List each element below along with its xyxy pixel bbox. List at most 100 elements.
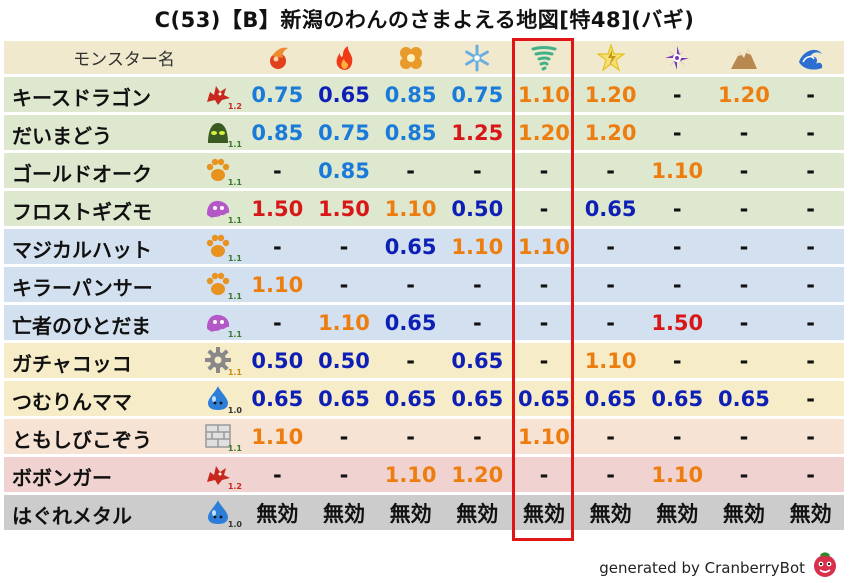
- resistance-value: -: [510, 457, 578, 492]
- earth-mountain-icon: [730, 47, 757, 69]
- resistance-value: -: [377, 343, 444, 378]
- resistance-value: -: [643, 343, 711, 378]
- level-badge: 1.1: [227, 330, 242, 339]
- resistance-value: 1.20: [577, 115, 644, 150]
- table-row: ともしびこぞう 1.1 1.10- - -1.10- - - -: [4, 419, 844, 454]
- table-row: ボボンガー 1.2- -1.10 1.20- -1.10- -: [4, 457, 844, 492]
- resistance-value: 無効: [510, 495, 578, 530]
- table-row: キラーパンサー 1.1 1.10- - - - - - - -: [4, 267, 844, 302]
- page-title: C(53)【B】新潟のわんのさまよえる地図[特48](バギ): [154, 8, 695, 32]
- resistance-value: 無効: [244, 495, 311, 530]
- level-badge: 1.1: [227, 178, 242, 187]
- table-row: ガチャコッコ 1.1 0.50 0.50-0.65-1.10- - -: [4, 343, 844, 378]
- resistance-value: -: [777, 153, 844, 188]
- resistance-value: -: [577, 419, 644, 454]
- resistance-value: -: [377, 267, 444, 302]
- resistance-value: 0.50: [244, 343, 311, 378]
- resistance-value: 1.10: [510, 419, 578, 454]
- column-header-4: [443, 41, 511, 74]
- level-badge: 1.1: [227, 216, 242, 225]
- resistance-value: -: [643, 229, 711, 264]
- resistance-value: -: [510, 267, 578, 302]
- resistance-value: 無効: [443, 495, 511, 530]
- beast-paw-icon: [206, 158, 230, 181]
- monster-name-cell: はぐれメタル 1.0: [4, 495, 244, 530]
- resistance-value: 0.75: [443, 77, 511, 112]
- beast-paw-icon: [206, 234, 230, 257]
- resistance-value: -: [777, 191, 844, 226]
- resistance-value: -: [244, 305, 311, 340]
- resistance-value: -: [777, 229, 844, 264]
- cranberry-mascot-icon: [814, 552, 836, 577]
- beast-paw-icon: [206, 272, 230, 295]
- blue-slime-icon: [208, 386, 228, 410]
- resistance-value: -: [577, 305, 644, 340]
- resistance-table: モンスター名 キースドラゴン 1.2 0.75 0.65 0.85 0.75 1.10 1.2…: [4, 38, 844, 533]
- table-row: ゴールドオーク 1.1-0.85- - - -1.10- -: [4, 153, 844, 188]
- monster-name: ともしびこぞう: [12, 428, 152, 452]
- level-badge: 1.1: [227, 444, 242, 453]
- resistance-value: -: [710, 229, 778, 264]
- resistance-value: 0.65: [577, 191, 644, 226]
- resistance-value: 1.50: [643, 305, 711, 340]
- fire-orb-icon: [270, 47, 289, 69]
- resistance-value: 0.65: [244, 381, 311, 416]
- resistance-value: -: [310, 267, 378, 302]
- tornado-icon: [531, 45, 557, 70]
- resistance-value: 0.65: [443, 381, 511, 416]
- column-header-1: [244, 41, 311, 74]
- column-header-3: [377, 41, 444, 74]
- resistance-value: 1.50: [310, 191, 378, 226]
- resistance-value: 1.10: [577, 343, 644, 378]
- resistance-value: 0.85: [377, 115, 444, 150]
- blue-slime-icon: [208, 500, 228, 524]
- resistance-value: -: [777, 115, 844, 150]
- monster-name-cell: 亡者のひとだま 1.1: [4, 305, 244, 340]
- resistance-value: 0.65: [710, 381, 778, 416]
- resistance-value: -: [443, 305, 511, 340]
- resistance-value: -: [643, 115, 711, 150]
- column-header-5: [510, 41, 578, 74]
- resistance-value: 1.10: [443, 229, 511, 264]
- resistance-value: -: [443, 153, 511, 188]
- resistance-value: 0.65: [577, 381, 644, 416]
- resistance-value: 1.10: [377, 191, 444, 226]
- resistance-value: 無効: [310, 495, 378, 530]
- resistance-value: 無効: [777, 495, 844, 530]
- dragon-icon: [207, 86, 230, 105]
- resistance-value: 0.65: [443, 343, 511, 378]
- resistance-value: -: [710, 305, 778, 340]
- level-badge: 1.0: [227, 520, 242, 529]
- resistance-value: -: [777, 381, 844, 416]
- monster-name-header: モンスター名: [4, 41, 244, 74]
- resistance-value: -: [244, 229, 311, 264]
- resistance-value: 0.65: [643, 381, 711, 416]
- resistance-value: -: [310, 419, 378, 454]
- resistance-value: 0.50: [443, 191, 511, 226]
- purple-ghost-icon: [207, 314, 230, 332]
- table-row: キースドラゴン 1.2 0.75 0.65 0.85 0.75 1.10 1.20-1.20-: [4, 77, 844, 112]
- footer-credit: generated by CranberryBot: [599, 559, 805, 577]
- resistance-value: 0.50: [310, 343, 378, 378]
- resistance-value: 0.65: [510, 381, 578, 416]
- monster-name-cell: ともしびこぞう 1.1: [4, 419, 244, 454]
- monster-name-cell: つむりんママ 1.0: [4, 381, 244, 416]
- column-header-2: [310, 41, 378, 74]
- monster-name: ボボンガー: [12, 466, 112, 490]
- snowflake-icon: [465, 44, 490, 71]
- level-badge: 1.0: [227, 406, 242, 415]
- column-header-7: [643, 41, 711, 74]
- resistance-value: -: [310, 229, 378, 264]
- resistance-value: -: [777, 267, 844, 302]
- resistance-value: -: [710, 419, 778, 454]
- resistance-value: 1.10: [643, 457, 711, 492]
- monster-name: つむりんママ: [12, 390, 132, 414]
- resistance-value: 1.10: [377, 457, 444, 492]
- resistance-value: -: [577, 229, 644, 264]
- column-header-6: [577, 41, 644, 74]
- resistance-value: 1.10: [244, 419, 311, 454]
- resistance-value: -: [710, 191, 778, 226]
- resistance-value: 1.10: [643, 153, 711, 188]
- resistance-value: -: [510, 305, 578, 340]
- resistance-value: -: [643, 419, 711, 454]
